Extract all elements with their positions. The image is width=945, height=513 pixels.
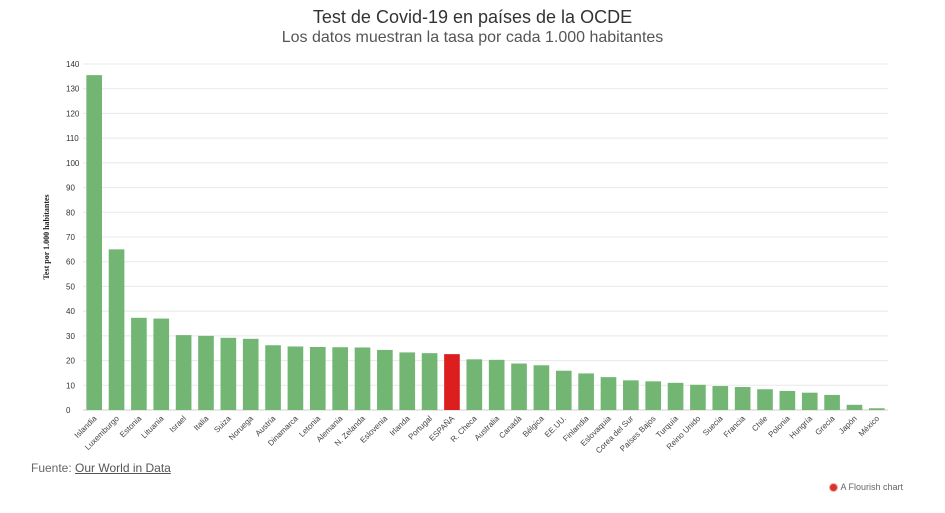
bar[interactable] (198, 335, 214, 410)
gridlines (83, 63, 888, 411)
x-tick-label: Francia (722, 414, 748, 440)
source-prefix: Fuente: (31, 461, 72, 475)
x-tick-label: Chile (750, 414, 770, 434)
y-tick-label: 120 (66, 109, 80, 118)
bar[interactable] (86, 75, 103, 410)
y-tick-label: 70 (66, 233, 75, 242)
y-tick-label: 0 (66, 406, 71, 415)
bar[interactable] (309, 346, 326, 410)
bar[interactable] (779, 390, 796, 410)
bar[interactable] (108, 249, 125, 410)
bar[interactable] (645, 381, 662, 410)
bar[interactable] (421, 353, 438, 410)
x-tick-label: Lituania (139, 414, 166, 441)
x-tick-label: Italia (192, 414, 211, 433)
bar[interactable] (623, 380, 639, 410)
y-axis-ticks: 0 10 20 30 40 50 60 70 80 90 100 110 120 130 140 (66, 60, 80, 415)
y-tick-label: 80 (66, 208, 75, 217)
x-tick-label: Israel (168, 414, 188, 434)
x-tick-label: Grecia (813, 414, 836, 437)
bar[interactable] (555, 370, 572, 410)
y-tick-label: 130 (66, 85, 80, 94)
bar[interactable] (846, 404, 863, 410)
bar[interactable] (377, 349, 393, 410)
x-tick-label: México (857, 414, 882, 439)
bar-chart: 0 10 20 30 40 50 60 70 80 90 100 110 120 130 140 Test … (42, 60, 888, 456)
y-tick-label: 110 (66, 134, 79, 143)
bar[interactable] (801, 392, 818, 410)
flourish-logo-icon (830, 483, 838, 491)
bar[interactable] (757, 389, 773, 410)
y-axis-label: Test por 1.000 habitantes (42, 194, 51, 279)
bar[interactable] (175, 335, 192, 410)
y-tick-label: 10 (66, 381, 75, 390)
bar[interactable] (153, 318, 170, 410)
y-tick-label: 60 (66, 258, 75, 267)
y-tick-label: 140 (66, 60, 80, 69)
bar[interactable] (131, 317, 147, 410)
y-tick-label: 20 (66, 357, 75, 366)
bar[interactable] (533, 365, 550, 410)
x-tick-label: Noruega (227, 414, 255, 442)
x-tick-label: Bélgica (521, 414, 546, 439)
y-tick-label: 50 (66, 282, 75, 291)
bar[interactable] (868, 408, 885, 410)
flourish-credit-label: A Flourish chart (840, 482, 903, 492)
chart-title: Test de Covid-19 en países de la OCDE (312, 7, 633, 27)
bar[interactable] (824, 394, 840, 410)
bar[interactable] (242, 338, 259, 410)
y-tick-label: 30 (66, 332, 75, 341)
bar[interactable] (399, 352, 416, 410)
bar[interactable] (734, 387, 751, 410)
bar[interactable] (488, 359, 505, 410)
flourish-credit[interactable]: A Flourish chart (830, 482, 903, 492)
x-tick-label: Japón (837, 414, 859, 436)
x-tick-label: Suecia (701, 414, 725, 438)
x-tick-label: Hungría (788, 414, 815, 441)
x-tick-label: Canadá (497, 414, 524, 441)
y-tick-label: 40 (66, 307, 75, 316)
bar[interactable] (444, 354, 460, 410)
y-tick-label: 90 (66, 184, 75, 193)
bars (86, 75, 885, 410)
chart-subtitle: Los datos muestran la tasa por cada 1.00… (281, 29, 664, 46)
bar[interactable] (690, 384, 706, 410)
bar[interactable] (466, 359, 483, 410)
bar[interactable] (332, 347, 348, 410)
bar[interactable] (667, 382, 684, 410)
bar[interactable] (354, 347, 371, 410)
bar[interactable] (287, 346, 304, 410)
bar[interactable] (220, 337, 237, 410)
y-tick-label: 100 (66, 159, 80, 168)
bar[interactable] (600, 377, 617, 410)
bar[interactable] (265, 345, 281, 410)
bar[interactable] (712, 386, 729, 410)
bar[interactable] (511, 363, 527, 410)
bar[interactable] (578, 373, 594, 410)
source-link[interactable]: Our World in Data (75, 461, 171, 475)
source-note: Fuente: Our World in Data (31, 461, 171, 475)
x-tick-label: Australia (473, 414, 502, 443)
